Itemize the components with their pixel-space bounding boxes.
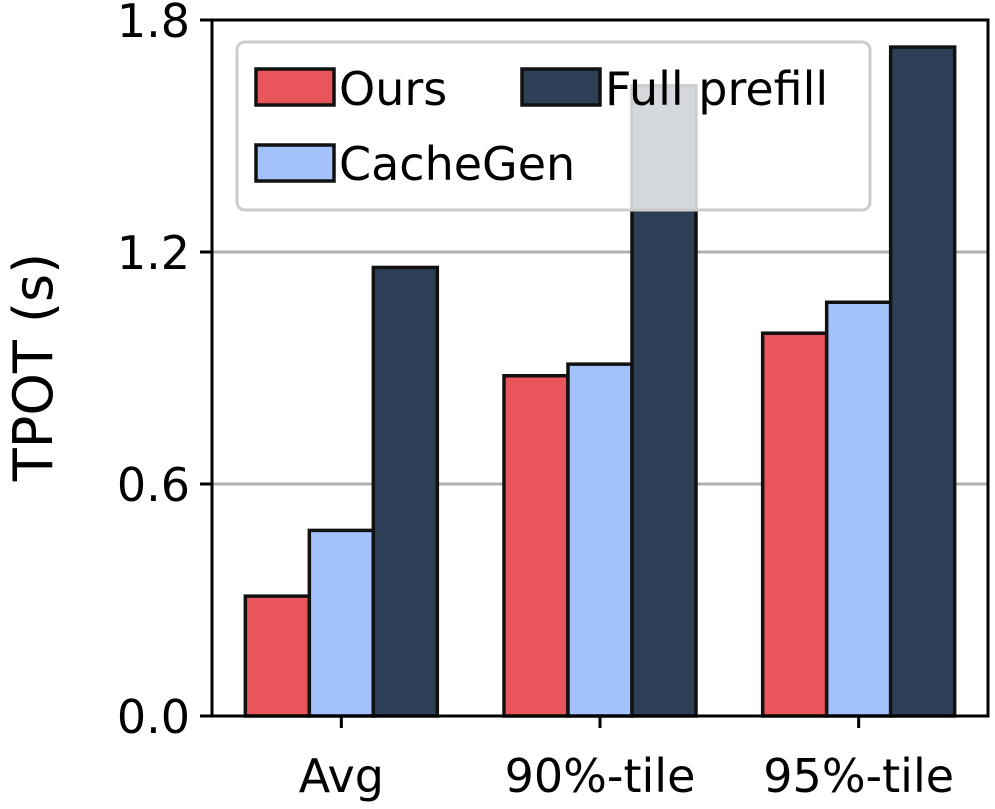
bar-ours-0 bbox=[243, 594, 312, 718]
y-tick-label: 1.2 bbox=[117, 226, 190, 280]
legend-label: Full prefill bbox=[605, 62, 828, 116]
y-ticks: 0.0 0.6 1.2 1.8 bbox=[117, 0, 212, 744]
legend-box bbox=[235, 40, 872, 212]
legend-swatch-full-prefill bbox=[520, 67, 602, 107]
bar-cachegen-2 bbox=[824, 300, 893, 718]
legend-swatch-ours bbox=[254, 67, 336, 107]
legend-label: CacheGen bbox=[339, 137, 575, 191]
legend: Ours CacheGen Full prefill bbox=[235, 40, 872, 212]
y-axis-label: TPOT (s) bbox=[2, 253, 65, 482]
bar-cachegen-1 bbox=[566, 362, 634, 718]
bar-full-prefill-2 bbox=[888, 45, 957, 718]
legend-swatch-cachegen bbox=[254, 143, 336, 183]
x-tick-label: Avg bbox=[299, 749, 384, 803]
legend-label: Ours bbox=[339, 62, 447, 116]
x-tick-label: 95%-tile bbox=[763, 749, 954, 803]
y-tick-label: 1.8 bbox=[117, 0, 190, 48]
bar-ours-1 bbox=[502, 373, 570, 718]
y-tick-label: 0.6 bbox=[117, 458, 190, 512]
bars bbox=[243, 45, 957, 718]
x-ticks: Avg 90%-tile 95%-tile bbox=[299, 716, 954, 803]
x-tick-label: 90%-tile bbox=[505, 749, 696, 803]
bar-ours-2 bbox=[760, 331, 829, 718]
bar-cachegen-0 bbox=[307, 528, 376, 718]
y-tick-label: 0.0 bbox=[117, 690, 190, 744]
bar-full-prefill-0 bbox=[371, 265, 440, 718]
